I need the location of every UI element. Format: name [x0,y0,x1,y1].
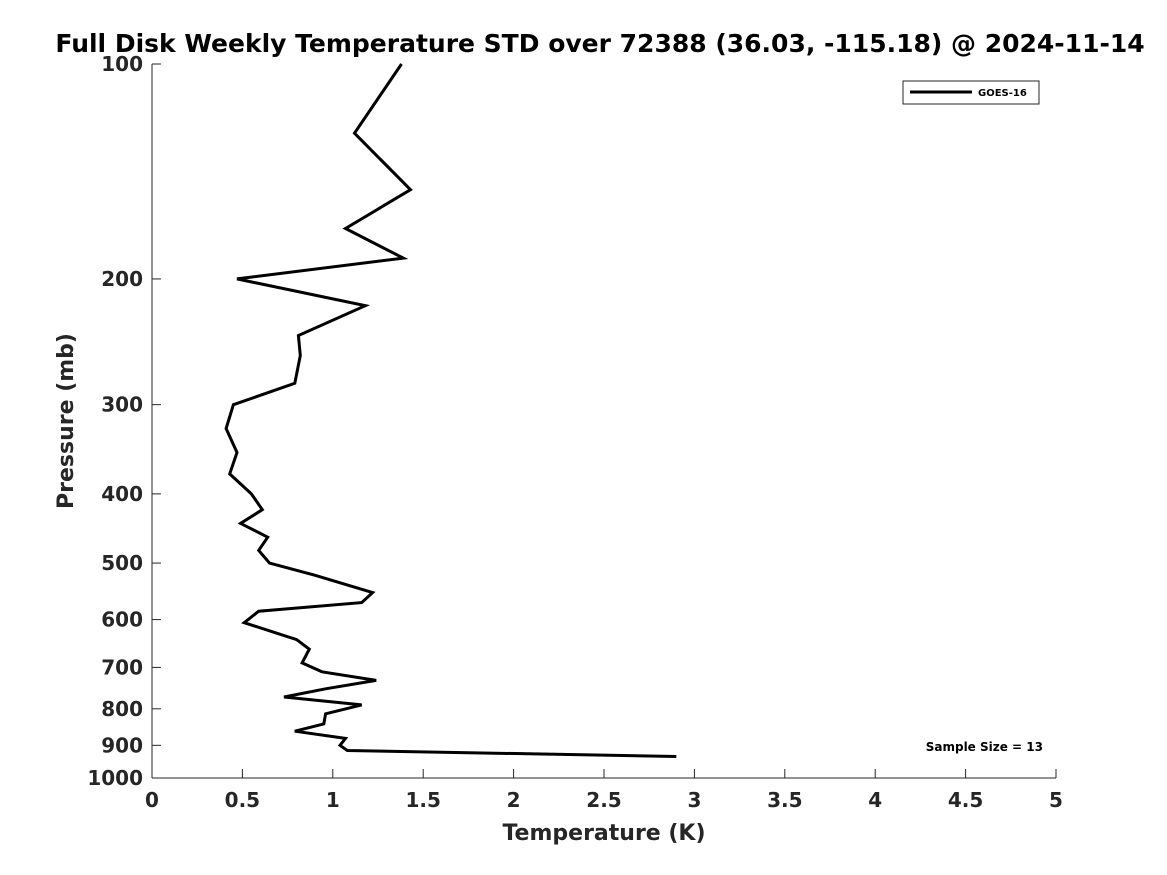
axes [151,64,1056,779]
series-line-goes-16 [224,63,677,758]
y-tick-label: 400 [101,482,143,506]
y-tick-label: 300 [101,393,143,417]
y-tick-label: 700 [101,655,143,679]
x-tick-label: 2.5 [586,788,621,812]
x-ticks: 0 0.5 1 1.5 2 2.5 3 3.5 4 4.5 5 [145,769,1063,812]
sample-size-annotation: Sample Size = 13 [926,740,1043,754]
x-tick-label: 1.5 [405,788,440,812]
series-layer [224,63,677,758]
x-tick-label: 4 [868,788,882,812]
x-axis-label: Temperature (K) [502,821,705,846]
y-tick-label: 900 [101,733,143,757]
chart-title: Full Disk Weekly Temperature STD over 72… [55,29,1144,58]
x-tick-label: 3 [687,788,701,812]
y-tick-label: 200 [101,267,143,291]
x-tick-label: 5 [1049,788,1063,812]
x-tick-label: 3.5 [767,788,802,812]
x-tick-label: 2 [507,788,521,812]
legend: GOES-16 [902,80,1040,105]
x-tick-label: 0 [145,788,159,812]
x-tick-label: 1 [326,788,340,812]
y-ticks: 100 200 300 400 500 600 700 800 900 1000 [87,52,161,790]
y-tick-label: 500 [101,551,143,575]
y-tick-label: 1000 [87,766,143,790]
y-tick-label: 100 [101,52,143,76]
y-tick-label: 600 [101,608,143,632]
legend-label-goes-16: GOES-16 [978,88,1027,99]
x-tick-label: 4.5 [948,788,983,812]
x-tick-label: 0.5 [225,788,260,812]
y-axis-label: Pressure (mb) [54,333,79,509]
y-tick-label: 800 [101,697,143,721]
